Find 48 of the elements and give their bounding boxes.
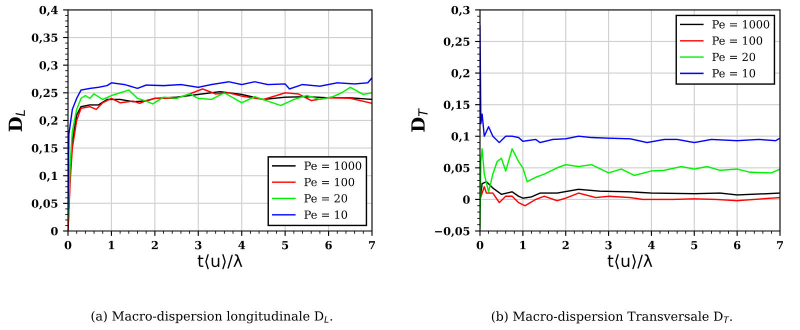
text: (b) Macro-dispersion Transversale D$_{T}$. — [492, 311, 732, 324]
y-axis-title: D$_{L}$ — [8, 110, 25, 132]
x-tick-label: 2 — [562, 240, 569, 250]
x-tick-label: 1 — [520, 240, 526, 250]
y-tick-label: 0,3 — [451, 6, 470, 16]
y-tick-label: 0,25 — [444, 37, 470, 48]
y-tick-label: 0,1 — [451, 132, 470, 142]
legend-label: Pe = 10 — [712, 69, 756, 78]
x-tick-label: 7 — [369, 241, 375, 250]
y-tick-label: 0,15 — [444, 100, 470, 111]
legend-label: Pe = 1000 — [304, 162, 362, 170]
x-tick-label: 7 — [777, 241, 783, 250]
legend-label: Pe = 10 — [304, 210, 348, 219]
y-tick-label: 0,2 — [39, 116, 58, 127]
x-tick-label: 5 — [282, 241, 288, 250]
y-tick-label: 0,4 — [39, 6, 58, 16]
x-tick-label: 5 — [691, 241, 698, 250]
y-tick-label: 0 — [463, 195, 470, 204]
y-tick-label: 0,3 — [39, 61, 58, 72]
x-tick-label: 2 — [152, 240, 158, 250]
x-tick-label: 6 — [734, 240, 740, 250]
y-axis-title: D$_{T}$ — [411, 108, 428, 132]
legend-label: Pe = 100 — [304, 178, 354, 186]
legend-label: Pe = 100 — [712, 36, 762, 45]
x-tick-label: 3 — [605, 240, 612, 250]
line-series — [480, 186, 780, 206]
x-tick-label: 3 — [195, 240, 202, 250]
x-tick-label: 4 — [238, 240, 246, 250]
y-tick-label: 0,05 — [444, 164, 470, 174]
y-tick-label: 0,35 — [32, 34, 58, 44]
y-tick-label: −0,05 — [435, 226, 470, 238]
x-tick-label: 6 — [325, 240, 332, 250]
legend-label: Pe = 1000 — [712, 20, 770, 28]
y-tick-label: 0,25 — [32, 88, 58, 99]
y-tick-label: 0 — [51, 226, 58, 236]
legend-label: Pe = 20 — [304, 194, 348, 203]
y-tick-label: 0,1 — [39, 172, 58, 182]
text: (a) Macro-dispersion longitudinale D$_{L}$. — [92, 311, 332, 324]
x-axis-title: t⟨u⟩/λ — [198, 254, 242, 270]
x-tick-label: 1 — [108, 240, 114, 250]
y-tick-label: 0,15 — [32, 144, 58, 154]
y-tick-label: 0,2 — [451, 69, 470, 80]
x-axis-title: t⟨u⟩/λ — [608, 254, 652, 270]
legend-label: Pe = 20 — [712, 52, 756, 62]
y-tick-label: 0,05 — [32, 199, 58, 210]
x-tick-label: 4 — [648, 240, 655, 250]
x-tick-label: 0 — [476, 240, 484, 250]
x-tick-label: 0 — [64, 240, 72, 250]
